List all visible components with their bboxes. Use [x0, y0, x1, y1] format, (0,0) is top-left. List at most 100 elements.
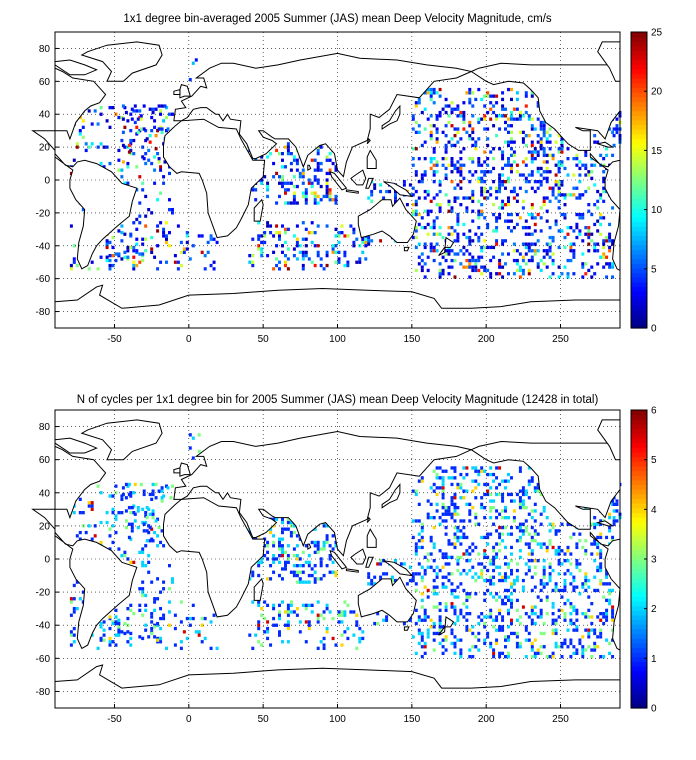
data-bin — [608, 651, 612, 656]
data-bin — [504, 645, 507, 649]
data-bin — [423, 209, 427, 213]
data-bin — [459, 482, 463, 487]
colorbar-segment — [631, 661, 647, 667]
data-bin — [566, 545, 570, 550]
data-bin — [524, 612, 528, 616]
data-bin — [310, 610, 314, 614]
data-bin — [480, 255, 484, 259]
data-bin — [504, 588, 507, 593]
data-bin — [495, 189, 499, 194]
data-bin — [382, 618, 386, 622]
data-bin — [453, 608, 457, 613]
coastline — [470, 440, 621, 530]
data-bin — [156, 638, 160, 642]
data-bin — [554, 631, 558, 636]
data-bin — [260, 234, 264, 238]
data-bin — [346, 234, 350, 238]
data-bin — [284, 564, 287, 568]
data-bin — [69, 597, 73, 601]
data-bin — [489, 117, 493, 121]
data-bin — [504, 575, 507, 579]
data-bin — [185, 240, 189, 245]
data-bin — [530, 539, 534, 543]
data-bin — [200, 623, 204, 627]
data-bin — [572, 585, 576, 589]
data-bin — [492, 203, 496, 207]
data-bin — [462, 114, 466, 118]
data-bin — [486, 91, 490, 95]
data-bin — [468, 252, 472, 256]
data-bin — [611, 502, 615, 507]
data-bin — [278, 231, 281, 235]
data-bin — [405, 203, 409, 207]
data-bin — [295, 554, 299, 558]
data-bin — [563, 552, 567, 556]
data-bin — [512, 272, 516, 276]
data-bin — [438, 628, 442, 632]
data-bin — [527, 180, 531, 184]
data-bin — [108, 626, 112, 631]
colorbar-segment — [631, 507, 647, 514]
data-bin — [536, 134, 540, 138]
data-bin — [441, 482, 445, 487]
data-bin — [272, 534, 276, 538]
data-bin — [533, 655, 537, 659]
data-bin — [608, 262, 612, 266]
data-bin — [379, 562, 383, 566]
data-bin — [260, 557, 264, 561]
data-bin — [548, 186, 552, 190]
data-bin — [602, 252, 606, 256]
data-bin — [263, 616, 267, 621]
colorbar-segment — [631, 101, 647, 107]
data-bin — [150, 247, 154, 251]
data-bin — [90, 633, 94, 637]
data-bin — [474, 466, 478, 470]
data-bin — [295, 224, 299, 228]
data-bin — [524, 176, 528, 180]
data-bin — [560, 641, 564, 646]
data-bin — [182, 247, 186, 251]
data-bin — [266, 544, 270, 548]
data-bin — [608, 245, 612, 250]
data-bin — [569, 258, 573, 263]
data-bin — [539, 216, 543, 220]
data-bin — [530, 160, 534, 164]
data-bin — [605, 572, 609, 576]
data-bin — [599, 535, 603, 540]
data-bin — [435, 232, 439, 236]
data-bin — [93, 109, 97, 113]
data-bin — [599, 222, 603, 227]
data-bin — [486, 578, 490, 583]
colorbar-segment — [631, 119, 647, 126]
data-bin — [477, 482, 481, 487]
data-bin — [593, 140, 597, 144]
data-bin — [138, 214, 142, 218]
data-bin — [99, 255, 103, 259]
data-bin — [527, 245, 531, 250]
data-bin — [557, 170, 561, 174]
data-bin — [468, 170, 472, 174]
data-bin — [334, 570, 338, 574]
data-bin — [260, 254, 264, 258]
data-bin — [168, 610, 171, 614]
data-bin — [316, 224, 320, 228]
data-bin — [343, 234, 347, 238]
colorbar-segment — [631, 263, 647, 269]
data-bin — [527, 114, 531, 118]
data-bin — [141, 587, 145, 591]
data-bin — [530, 655, 534, 659]
data-bin — [127, 143, 131, 148]
data-bin — [135, 237, 139, 241]
data-bin — [87, 504, 91, 508]
data-bin — [584, 226, 588, 230]
data-bin — [162, 181, 166, 185]
data-bin — [168, 112, 171, 116]
data-bin — [435, 160, 439, 164]
data-bin — [599, 635, 603, 639]
data-bin — [379, 189, 383, 194]
data-bin — [364, 257, 368, 261]
data-bin — [313, 580, 317, 584]
data-bin — [611, 612, 615, 616]
data-bin — [572, 193, 576, 197]
data-bin — [560, 272, 564, 276]
